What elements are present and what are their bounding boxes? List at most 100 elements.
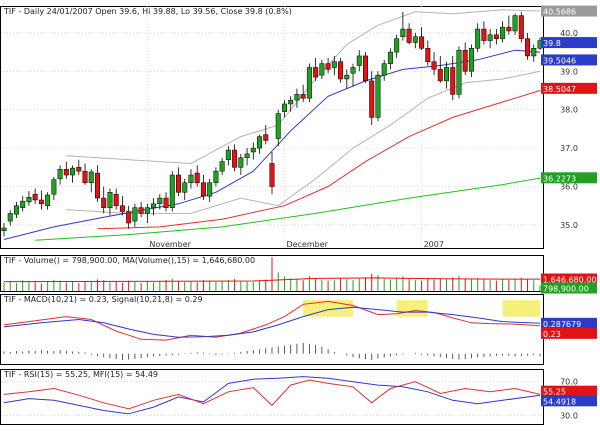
rsi-panel-title: TIF - RSI(15) = 55.25, MFI(15) = 54.49 [3,370,158,379]
candle-body [20,200,26,208]
candle-body [63,169,69,176]
candle-body [456,49,462,95]
moving-average-long-line [35,177,541,241]
candle-body [450,67,456,95]
candle-body [400,28,406,37]
mfi-value-badge-bg [541,395,597,407]
candle-body [151,203,157,208]
candle-body [394,38,400,53]
candle-body [163,197,169,208]
price-value-badge-bg [541,82,597,94]
candle-body [375,74,381,118]
candle-body [257,136,263,149]
candle-body [493,34,499,39]
candle-body [369,80,375,118]
volume-ma-badge: 1,646,680.00 [543,276,596,285]
mfi-line [3,376,541,415]
volume-badge: 798,900.00 [543,285,589,294]
price-panel: 35.0 36.0 37.0 38.0 39.0 40.0 November December… [0,5,597,249]
candle-body [250,147,256,153]
candle-body [294,94,300,101]
rsi-value-badge-bg [541,385,597,397]
price-frame [0,6,544,249]
price-value-badge-bg [541,172,597,184]
candle-body [157,197,163,205]
candle-body [119,205,125,212]
candle-body [444,67,450,82]
price-value-badge: 39.5046 [543,56,576,65]
candle-body [88,171,94,183]
candle-body [207,182,213,197]
price-tick-label: 38.0 [560,106,578,115]
candle-body [232,149,238,168]
price-tick-label: 37.0 [560,144,578,153]
candle-body [288,99,294,105]
candle-body [57,169,63,180]
macd-signal-badge-bg [541,317,597,329]
candle-body [132,207,138,222]
candle-body [51,179,57,195]
volume-ma-line [3,277,540,283]
price-value-badge-bg [541,5,597,17]
price-value-badge-bg [541,54,597,66]
mfi-value-badge: 54.4918 [543,397,576,406]
candle-body [468,48,474,72]
candle-body [169,174,175,208]
volume-ma-badge-bg [541,273,597,285]
candle-body [481,28,487,41]
rsi-tick-label: 30.0 [560,412,578,421]
candle-body [306,67,312,99]
candle-body [38,199,44,205]
candle-body [176,174,182,193]
candle-body [238,157,244,168]
candle-body [387,51,393,64]
macd-highlight [502,300,540,317]
price-value-badge: 40.5686 [543,8,576,17]
candle-body [194,172,200,183]
candle-body [406,28,412,43]
macd-value-badge: 0.23 [543,330,561,339]
candle-body [338,61,344,80]
candle-body [225,149,231,160]
candle-body [13,205,19,215]
price-value-badge: 38.5047 [543,85,576,94]
x-axis-label: 2007 [424,240,444,249]
candle-body [344,74,350,80]
candle-body [381,63,387,76]
candle-body [126,211,132,224]
candle-body [500,26,506,39]
candle-body [475,28,481,49]
candle-body [356,55,362,66]
macd-highlight [396,300,428,317]
price-tick-label: 35.0 [560,221,578,230]
rsi-value-badge: 55.25 [543,388,566,397]
price-value-badge: 39.8 [543,39,561,48]
candle-body [350,67,356,74]
candle-body [269,163,275,187]
candle-body [531,48,537,57]
candle-body [113,193,119,206]
candle-body [213,170,219,183]
macd-highlight [303,300,354,317]
candle-body [1,227,7,231]
candle-body [45,194,51,206]
candle-body [244,153,250,158]
candle-body [331,61,337,68]
candle-body [188,174,194,183]
candle-body [76,167,82,172]
signal-line [3,306,541,338]
bollinger-lower-line [66,70,541,214]
price-tick-label: 39.0 [560,67,578,76]
candle-body [263,134,269,141]
macd-line [3,300,541,341]
candle-body [419,36,425,49]
candle-body [325,63,331,70]
candle-body [319,63,325,76]
candle-body [487,34,493,41]
candle-body [412,36,418,43]
x-axis-label: November [149,240,191,249]
macd-panel-title: TIF - MACD(10,21) = 0.23, Signal(10,21,8… [3,295,203,304]
candle-body [281,103,287,112]
